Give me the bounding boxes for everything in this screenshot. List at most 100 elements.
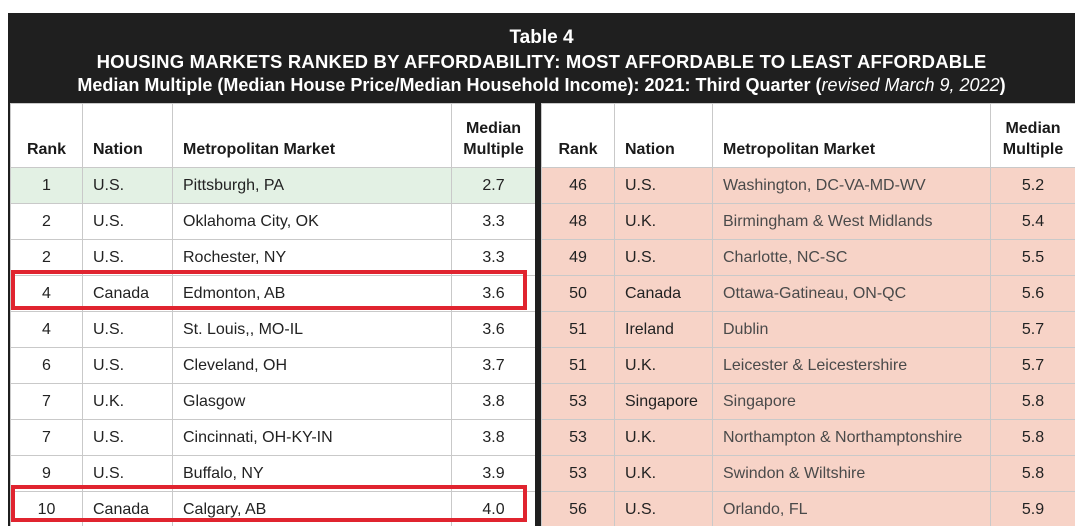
nation-cell: Canada xyxy=(82,491,173,526)
median-multiple-cell: 5.4 xyxy=(990,203,1075,240)
nation-cell: U.S. xyxy=(82,167,173,204)
rank-cell: 51 xyxy=(541,347,615,384)
market-cell: Northampton & Northamptonshire xyxy=(712,419,991,456)
rank-cell: 2 xyxy=(10,239,83,276)
rank-cell: 50 xyxy=(541,275,615,312)
nation-cell: U.S. xyxy=(82,239,173,276)
rank-cell: 9 xyxy=(10,455,83,492)
subtitle-close: ) xyxy=(999,75,1006,95)
table-row: 7 U.K. Glasgow 3.8 xyxy=(10,383,535,420)
col-market-header: Metropolitan Market xyxy=(172,103,452,168)
table-row: 9 U.S. Buffalo, NY 3.9 xyxy=(10,455,535,492)
rank-cell: 49 xyxy=(541,239,615,276)
market-cell: Cleveland, OH xyxy=(172,347,452,384)
median-multiple-cell: 5.5 xyxy=(990,239,1075,276)
table-row: 6 U.S. Cleveland, OH 3.7 xyxy=(10,347,535,384)
median-multiple-cell: 5.2 xyxy=(990,167,1075,204)
table-title: HOUSING MARKETS RANKED BY AFFORDABILITY:… xyxy=(96,51,987,72)
table-row: 46 U.S. Washington, DC-VA-MD-WV 5.2 xyxy=(541,167,1075,204)
market-cell: Birmingham & West Midlands xyxy=(712,203,991,240)
market-cell: Singapore xyxy=(712,383,991,420)
rank-cell: 10 xyxy=(10,491,83,526)
table-row: 51 Ireland Dublin 5.7 xyxy=(541,311,1075,348)
market-cell: Glasgow xyxy=(172,383,452,420)
table-row: 2 U.S. Rochester, NY 3.3 xyxy=(10,239,535,276)
rank-cell: 7 xyxy=(10,383,83,420)
nation-cell: Singapore xyxy=(614,383,713,420)
table-row: 2 U.S. Oklahoma City, OK 3.3 xyxy=(10,203,535,240)
rank-cell: 4 xyxy=(10,275,83,312)
nation-cell: U.K. xyxy=(614,203,713,240)
nation-cell: Ireland xyxy=(614,311,713,348)
median-multiple-cell: 3.8 xyxy=(451,419,535,456)
right-header-row: Rank Nation Metropolitan Market Median Mu… xyxy=(541,103,1075,168)
table-label: Table 4 xyxy=(509,27,574,48)
rank-cell: 46 xyxy=(541,167,615,204)
table-row: 48 U.K. Birmingham & West Midlands 5.4 xyxy=(541,203,1075,240)
market-cell: Ottawa-Gatineau, ON-QC xyxy=(712,275,991,312)
rank-cell: 53 xyxy=(541,419,615,456)
median-multiple-cell: 5.6 xyxy=(990,275,1075,312)
nation-cell: U.S. xyxy=(614,491,713,526)
market-cell: Buffalo, NY xyxy=(172,455,452,492)
table-row: 7 U.S. Cincinnati, OH-KY-IN 3.8 xyxy=(10,419,535,456)
nation-cell: U.K. xyxy=(614,347,713,384)
subtitle-text: Median Multiple (Median House Price/Medi… xyxy=(77,75,822,95)
median-multiple-cell: 2.7 xyxy=(451,167,535,204)
table-row: 56 U.S. Orlando, FL 5.9 xyxy=(541,491,1075,526)
nation-cell: U.S. xyxy=(82,419,173,456)
median-multiple-cell: 3.3 xyxy=(451,203,535,240)
nation-cell: U.S. xyxy=(82,311,173,348)
left-ranking-table: Rank Nation Metropolitan Market Median Mu… xyxy=(10,103,535,526)
rank-cell: 2 xyxy=(10,203,83,240)
rank-cell: 56 xyxy=(541,491,615,526)
market-cell: Rochester, NY xyxy=(172,239,452,276)
col-median-multiple-header: Median Multiple xyxy=(990,103,1075,168)
col-nation-header: Nation xyxy=(82,103,173,168)
median-multiple-cell: 5.9 xyxy=(990,491,1075,526)
table-row: 50 Canada Ottawa-Gatineau, ON-QC 5.6 xyxy=(541,275,1075,312)
nation-cell: U.S. xyxy=(82,347,173,384)
col-market-header: Metropolitan Market xyxy=(712,103,991,168)
market-cell: Pittsburgh, PA xyxy=(172,167,452,204)
median-multiple-cell: 3.6 xyxy=(451,311,535,348)
table-row: 4 U.S. St. Louis,, MO-IL 3.6 xyxy=(10,311,535,348)
col-rank-header: Rank xyxy=(541,103,615,168)
left-header-row: Rank Nation Metropolitan Market Median Mu… xyxy=(10,103,535,168)
table-row: 53 Singapore Singapore 5.8 xyxy=(541,383,1075,420)
table-row: 1 U.S. Pittsburgh, PA 2.7 xyxy=(10,167,535,204)
table-row: 4 Canada Edmonton, AB 3.6 xyxy=(10,275,535,312)
rank-cell: 53 xyxy=(541,455,615,492)
nation-cell: U.S. xyxy=(82,455,173,492)
nation-cell: U.S. xyxy=(82,203,173,240)
median-multiple-cell: 3.6 xyxy=(451,275,535,312)
median-multiple-cell: 3.9 xyxy=(451,455,535,492)
median-multiple-cell: 5.7 xyxy=(990,311,1075,348)
rank-cell: 51 xyxy=(541,311,615,348)
market-cell: Leicester & Leicestershire xyxy=(712,347,991,384)
median-multiple-cell: 4.0 xyxy=(451,491,535,526)
median-multiple-cell: 5.8 xyxy=(990,383,1075,420)
market-cell: Washington, DC-VA-MD-WV xyxy=(712,167,991,204)
market-cell: Edmonton, AB xyxy=(172,275,452,312)
nation-cell: U.S. xyxy=(614,239,713,276)
rank-cell: 4 xyxy=(10,311,83,348)
median-multiple-cell: 5.8 xyxy=(990,455,1075,492)
rank-cell: 7 xyxy=(10,419,83,456)
median-multiple-cell: 3.8 xyxy=(451,383,535,420)
table-subtitle: Median Multiple (Median House Price/Medi… xyxy=(8,75,1075,96)
nation-cell: U.S. xyxy=(614,167,713,204)
market-cell: Charlotte, NC-SC xyxy=(712,239,991,276)
median-multiple-cell: 3.7 xyxy=(451,347,535,384)
rank-cell: 6 xyxy=(10,347,83,384)
rank-cell: 1 xyxy=(10,167,83,204)
market-cell: Swindon & Wiltshire xyxy=(712,455,991,492)
nation-cell: Canada xyxy=(614,275,713,312)
right-ranking-table: Rank Nation Metropolitan Market Median Mu… xyxy=(541,103,1075,526)
median-multiple-cell: 3.3 xyxy=(451,239,535,276)
nation-cell: U.K. xyxy=(82,383,173,420)
median-multiple-cell: 5.8 xyxy=(990,419,1075,456)
nation-cell: U.K. xyxy=(614,455,713,492)
rank-cell: 48 xyxy=(541,203,615,240)
market-cell: Oklahoma City, OK xyxy=(172,203,452,240)
